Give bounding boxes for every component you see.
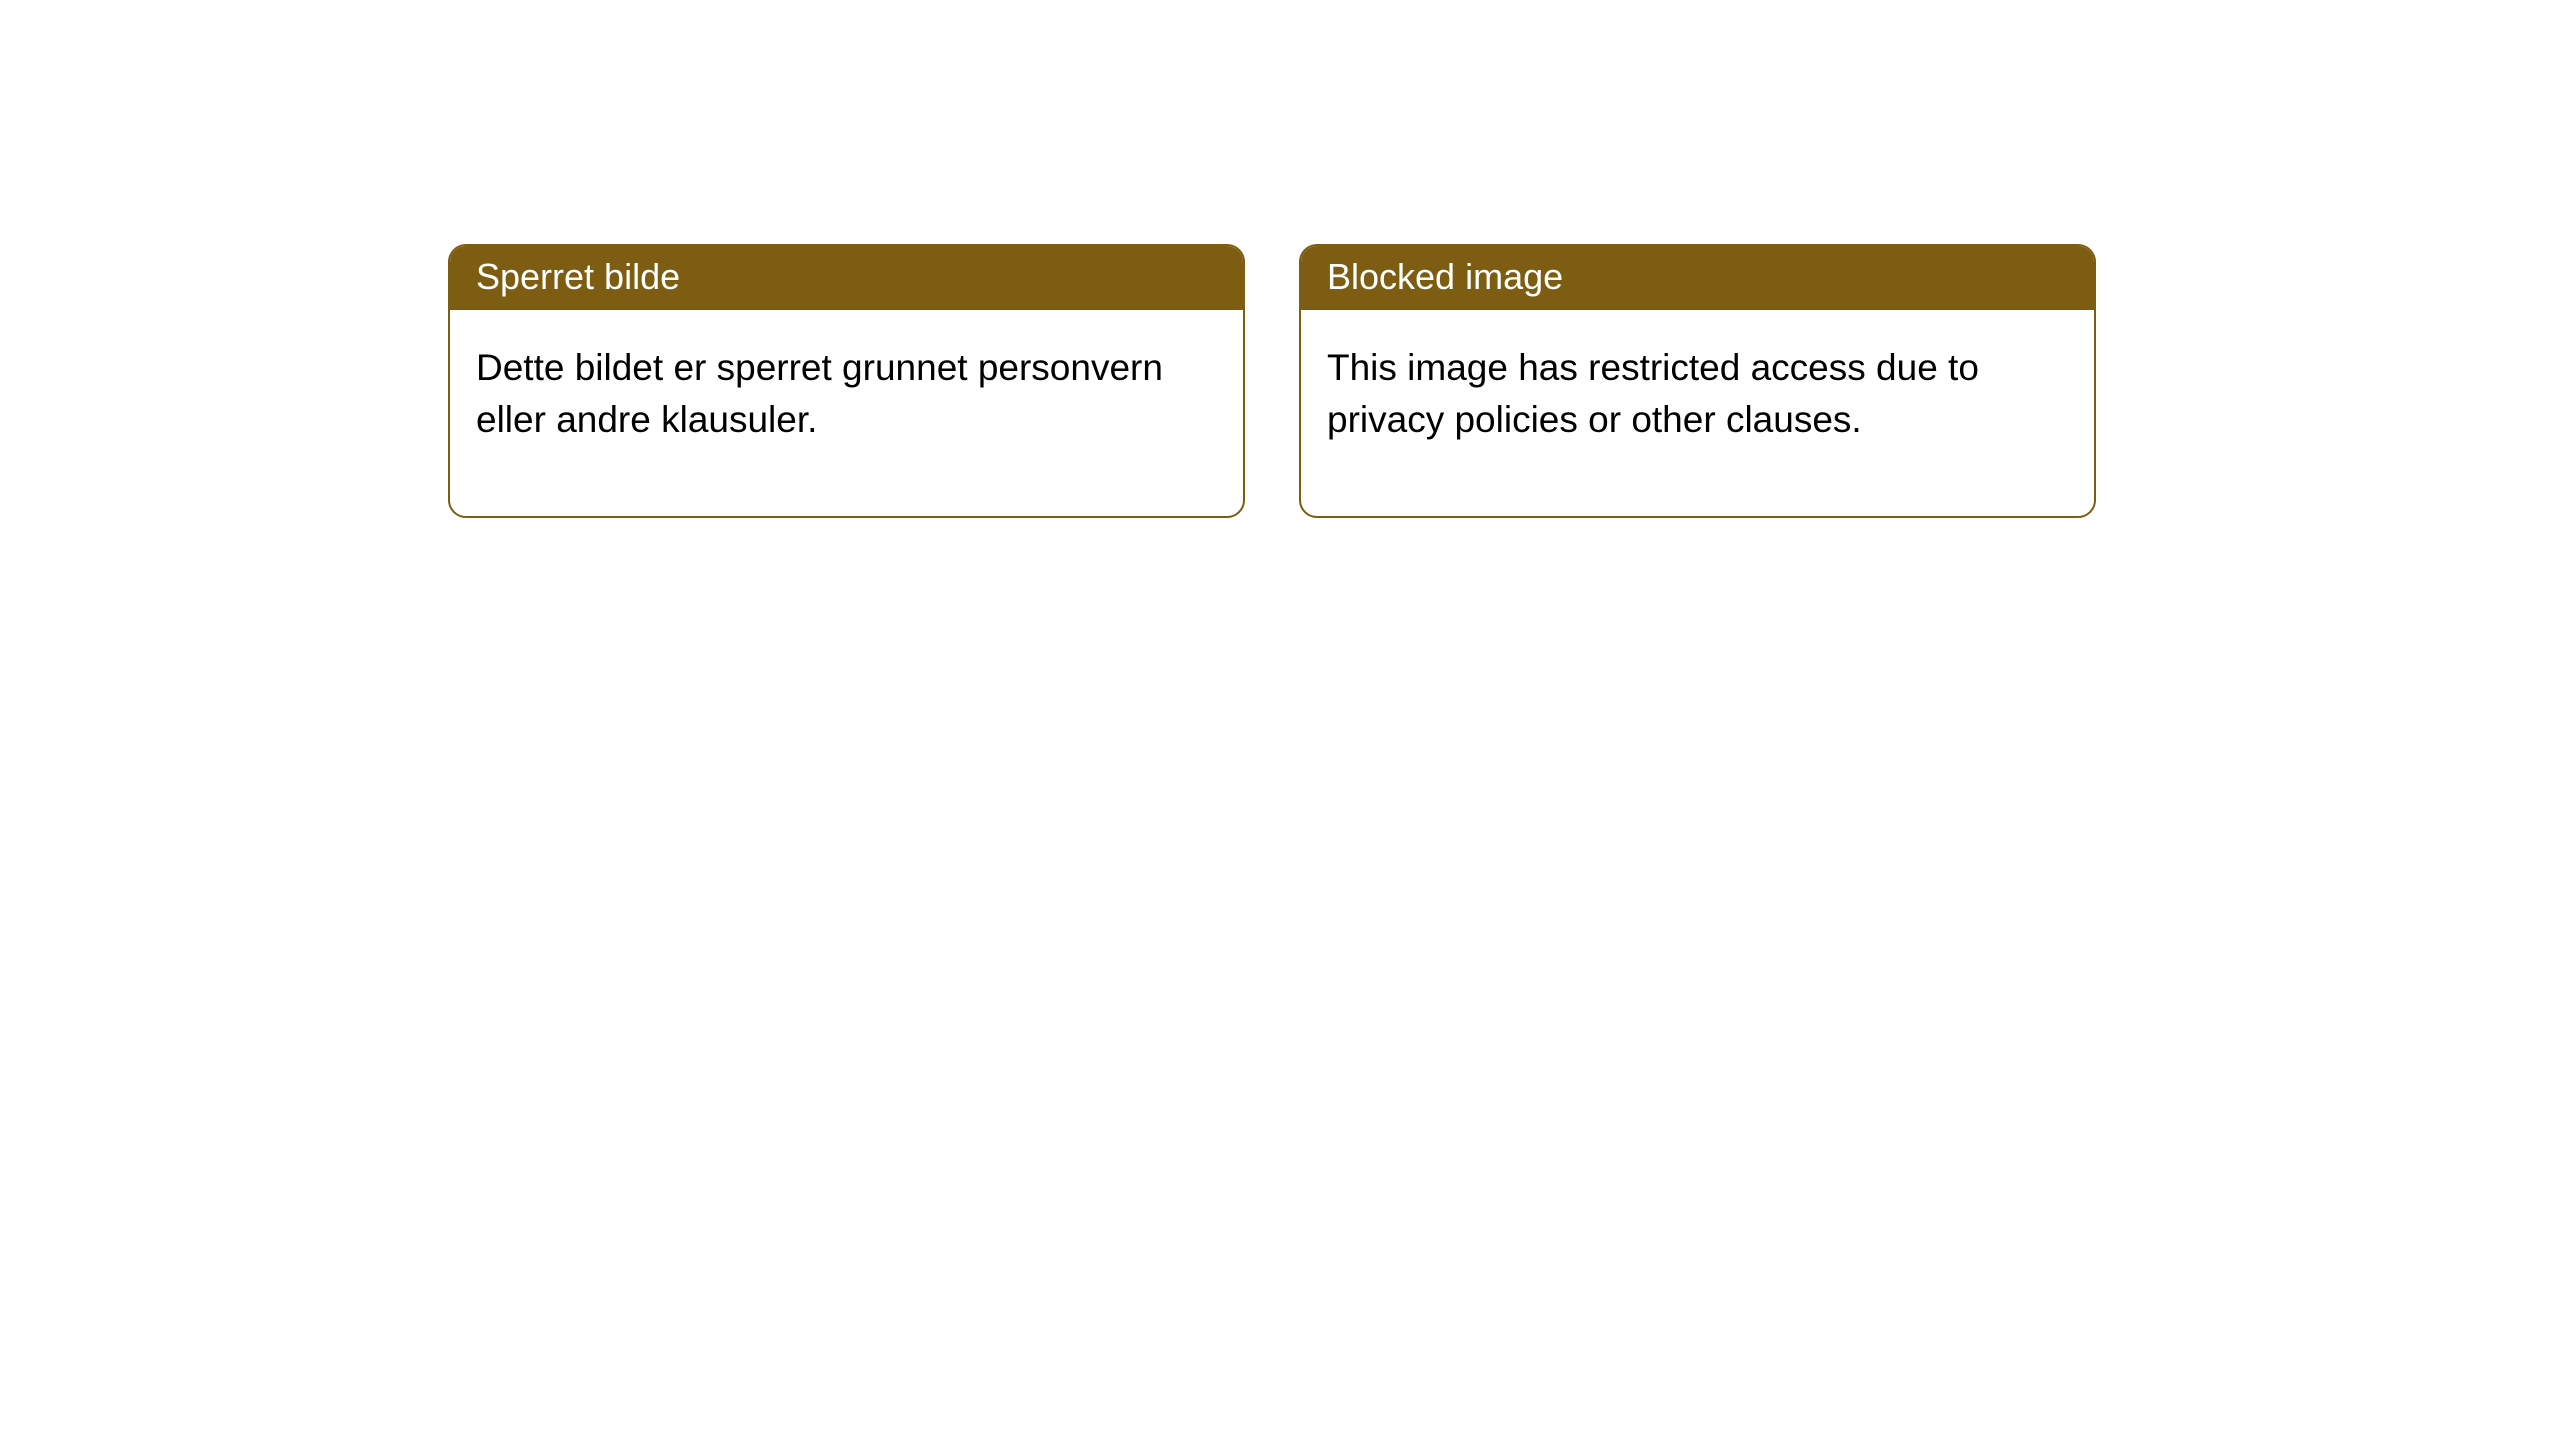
- notice-header: Blocked image: [1301, 246, 2094, 310]
- notice-container: Sperret bilde Dette bildet er sperret gr…: [448, 244, 2096, 518]
- notice-header: Sperret bilde: [450, 246, 1243, 310]
- notice-body: Dette bildet er sperret grunnet personve…: [450, 310, 1243, 516]
- notice-card-english: Blocked image This image has restricted …: [1299, 244, 2096, 518]
- notice-card-norwegian: Sperret bilde Dette bildet er sperret gr…: [448, 244, 1245, 518]
- notice-body: This image has restricted access due to …: [1301, 310, 2094, 516]
